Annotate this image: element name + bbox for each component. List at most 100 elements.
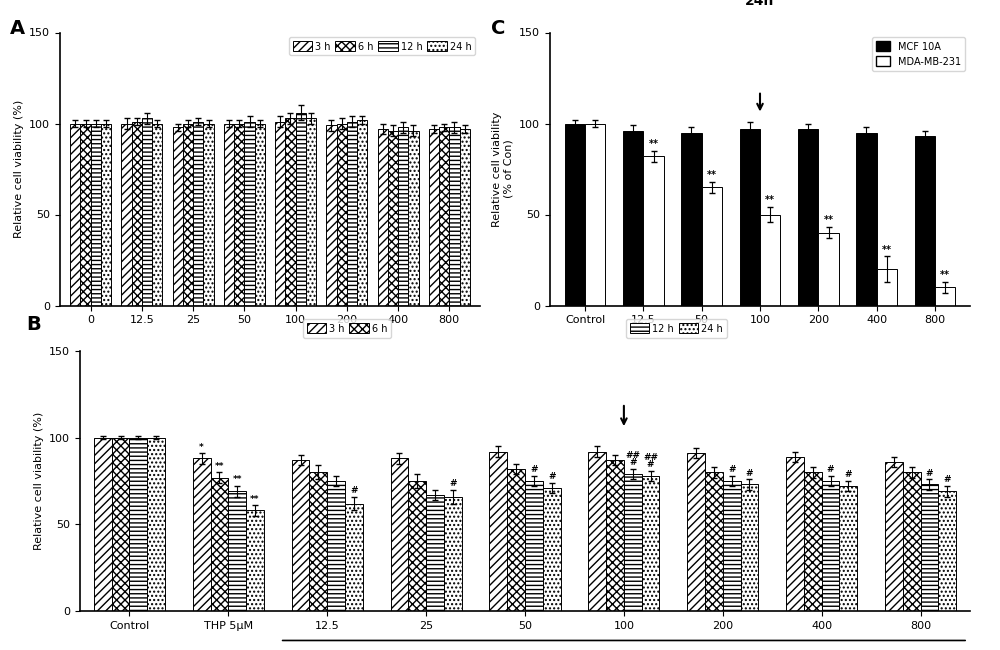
Bar xyxy=(606,460,624,611)
Bar xyxy=(147,437,165,611)
Bar xyxy=(565,124,585,306)
Bar xyxy=(877,269,897,305)
Bar xyxy=(623,131,643,306)
Bar xyxy=(585,124,605,306)
Bar xyxy=(822,481,839,611)
Legend: 12 h, 24 h: 12 h, 24 h xyxy=(626,319,727,337)
Bar xyxy=(234,124,244,306)
Bar xyxy=(345,504,363,611)
Bar xyxy=(306,118,316,306)
Bar xyxy=(121,124,132,306)
Bar xyxy=(285,118,296,306)
Bar xyxy=(702,187,722,306)
Text: ##: ## xyxy=(625,451,640,460)
Bar xyxy=(246,510,264,611)
Bar xyxy=(705,473,723,611)
Bar xyxy=(193,458,211,611)
Legend: MCF 10A, MDA-MB-231: MCF 10A, MDA-MB-231 xyxy=(872,37,965,71)
Bar xyxy=(112,437,129,611)
Text: #: # xyxy=(827,465,834,474)
Bar xyxy=(408,481,426,611)
Bar xyxy=(426,495,444,611)
Bar xyxy=(327,481,345,611)
Text: #: # xyxy=(944,475,951,484)
Bar xyxy=(921,484,938,611)
Bar xyxy=(275,122,285,306)
Bar xyxy=(391,458,408,611)
Bar xyxy=(357,120,367,306)
Bar xyxy=(398,127,408,306)
Bar xyxy=(723,481,741,611)
Bar xyxy=(326,125,337,306)
Bar xyxy=(224,124,234,306)
Bar xyxy=(347,122,357,306)
Text: #: # xyxy=(746,469,753,478)
Bar xyxy=(193,122,203,306)
Bar xyxy=(935,287,955,306)
Bar xyxy=(760,214,780,306)
Bar xyxy=(429,129,439,306)
Bar xyxy=(642,476,659,611)
Text: #: # xyxy=(845,470,852,479)
Bar xyxy=(244,122,255,306)
Bar xyxy=(804,473,822,611)
Bar xyxy=(173,127,183,306)
Text: #: # xyxy=(449,479,457,488)
Text: #: # xyxy=(926,469,933,478)
Bar xyxy=(94,437,112,611)
Text: **: ** xyxy=(707,170,717,180)
Text: #: # xyxy=(530,465,538,474)
Bar xyxy=(687,453,705,611)
Text: #: # xyxy=(548,472,555,481)
Bar xyxy=(211,478,228,611)
Bar xyxy=(255,124,265,306)
Bar xyxy=(408,131,419,306)
Text: #: # xyxy=(647,460,654,469)
Bar xyxy=(203,124,214,306)
Text: **: ** xyxy=(250,495,260,504)
Bar xyxy=(489,452,507,611)
Text: **: ** xyxy=(765,196,775,205)
Text: *: * xyxy=(199,443,204,452)
Bar xyxy=(741,484,758,611)
Bar xyxy=(101,124,111,306)
Bar xyxy=(444,497,462,611)
Text: C: C xyxy=(491,19,506,38)
Bar xyxy=(388,131,398,306)
Bar xyxy=(439,127,449,306)
Bar xyxy=(507,469,525,611)
Bar xyxy=(449,127,460,306)
Bar xyxy=(80,124,91,306)
Bar xyxy=(624,474,642,611)
Bar xyxy=(129,437,147,611)
Bar xyxy=(798,129,818,306)
Bar xyxy=(543,488,561,611)
Bar xyxy=(938,491,956,611)
Text: B: B xyxy=(27,315,41,333)
Y-axis label: Relative cell viability (%): Relative cell viability (%) xyxy=(14,100,24,238)
Text: RUT(μM): RUT(μM) xyxy=(259,371,307,381)
Bar xyxy=(132,122,142,306)
Y-axis label: Relative cell viability
(% of Con): Relative cell viability (% of Con) xyxy=(492,111,514,227)
Bar xyxy=(309,473,327,611)
Bar xyxy=(525,481,543,611)
Bar xyxy=(296,112,306,306)
Bar xyxy=(915,136,935,306)
Text: A: A xyxy=(10,19,25,38)
Bar xyxy=(183,124,193,306)
Bar xyxy=(460,129,470,306)
Bar xyxy=(378,129,388,306)
Bar xyxy=(818,233,839,306)
Text: **: ** xyxy=(882,244,892,255)
Bar xyxy=(856,133,877,306)
Bar xyxy=(903,473,921,611)
Text: **: ** xyxy=(215,462,224,471)
Text: **: ** xyxy=(649,139,659,149)
Text: #: # xyxy=(629,458,637,467)
Bar xyxy=(643,156,664,306)
Legend: 3 h, 6 h, 12 h, 24 h: 3 h, 6 h, 12 h, 24 h xyxy=(289,37,475,55)
Bar xyxy=(337,124,347,306)
Bar xyxy=(292,460,309,611)
Bar xyxy=(885,462,903,611)
Bar xyxy=(91,124,101,306)
